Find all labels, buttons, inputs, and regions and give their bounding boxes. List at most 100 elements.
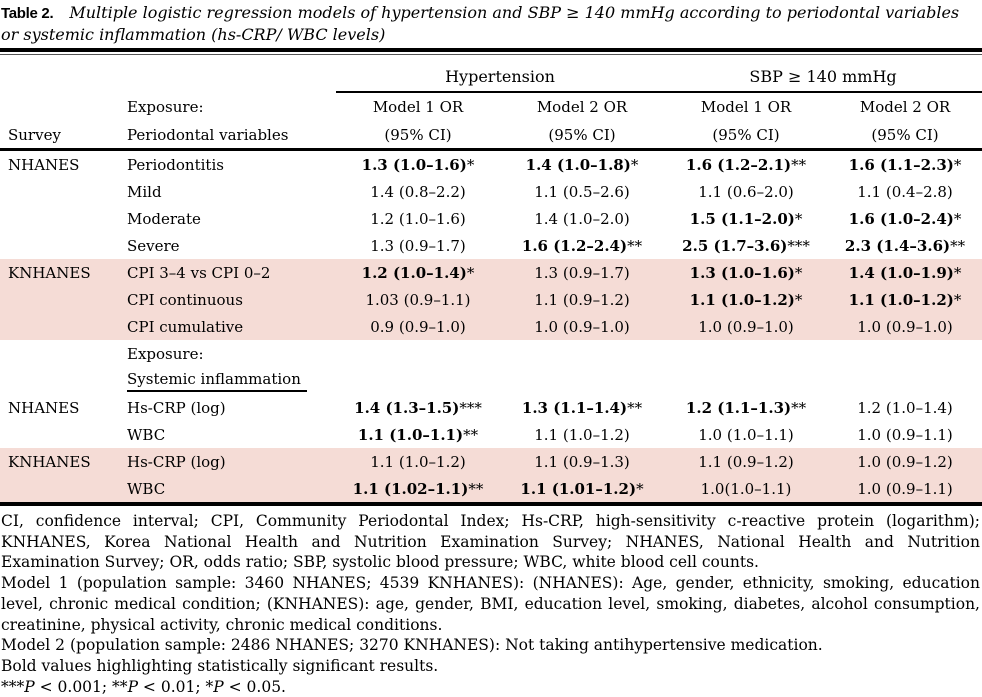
- or-ci-value: 1.3 (0.9–1.7): [370, 236, 466, 255]
- value-cell: 1.1 (0.6–2.0): [664, 178, 828, 205]
- survey-cell: [0, 421, 120, 448]
- significance-stars: **: [627, 398, 643, 417]
- value-cell: 1.0 (0.9–1.0): [500, 313, 665, 340]
- or-ci-value: 1.1 (0.9–1.2): [534, 290, 630, 309]
- value-cell: 1.0 (0.9–1.0): [664, 313, 829, 340]
- value-cell: 1.1 (1.0–1.2)*: [828, 286, 982, 313]
- or-ci-value: 1.0 (0.9–1.0): [698, 317, 794, 336]
- value-cell: 2.3 (1.4–3.6)**: [828, 232, 982, 259]
- value-cell: [664, 340, 828, 367]
- footnote-significance: ***P < 0.001; **P < 0.01; *P < 0.05.: [0, 677, 982, 697]
- results-table: Hypertension SBP ≥ 140 mmHg Exposure: Mo…: [0, 55, 982, 502]
- periodontal-variables-header: Periodontal variables: [120, 121, 336, 151]
- table-caption: Table 2. Multiple logistic regression mod…: [0, 0, 982, 48]
- or-ci-value: 1.1 (1.01–1.2): [520, 479, 637, 498]
- table-title-text: Multiple logistic regression models of h…: [1, 3, 960, 44]
- or-ci-value: 1.0 (0.9–1.1): [857, 479, 953, 498]
- variable-cell: Hs-CRP (log): [120, 448, 336, 475]
- or-ci-value: 1.0 (1.0–1.1): [698, 425, 794, 444]
- bottom-rule: [0, 502, 982, 506]
- or-ci-value: 1.6 (1.0–2.4): [848, 209, 954, 228]
- or-ci-value: 1.1 (1.0–1.2): [370, 452, 466, 471]
- section-label-cell: Exposure:: [127, 344, 204, 363]
- or-ci-value: 1.1 (0.9–1.2): [698, 452, 794, 471]
- table-row: CPI cumulative 0.9 (0.9–1.0) 1.0 (0.9–1.0)…: [0, 313, 982, 340]
- significance-stars: ***: [787, 236, 810, 255]
- significance-stars: *: [794, 209, 803, 228]
- model1-or-header-hypertension: Model 1 OR: [372, 98, 464, 116]
- significance-stars: **: [791, 398, 807, 417]
- or-ci-value: 2.5 (1.7–3.6): [682, 236, 788, 255]
- significance-stars: *: [953, 263, 962, 282]
- or-ci-value: 1.0 (0.9–1.2): [857, 452, 953, 471]
- or-ci-value: 1.1 (1.02–1.1): [352, 479, 469, 498]
- survey-cell: NHANES: [8, 398, 80, 417]
- variable-cell: Moderate: [127, 209, 201, 228]
- variable-cell: Systemic inflammation: [120, 367, 336, 394]
- or-ci-value: 1.3 (1.1–1.4): [521, 398, 628, 417]
- value-cell: [336, 367, 500, 394]
- or-ci-value: 1.3 (1.0–1.6): [689, 263, 795, 282]
- table-row: WBC 1.1 (1.02–1.1)** 1.1 (1.01–1.2)* 1.0(1.…: [0, 475, 982, 502]
- variable-cell: CPI continuous: [120, 286, 336, 313]
- survey-cell: KNHANES: [0, 448, 120, 475]
- value-cell: 1.2 (1.1–1.3)**: [664, 394, 828, 421]
- significance-stars: *: [794, 290, 803, 309]
- value-cell: 1.1 (0.9–1.2): [664, 448, 829, 475]
- variable-cell: Periodontitis: [127, 155, 224, 174]
- or-ci-value: 1.2 (1.0–1.4): [857, 398, 953, 417]
- or-ci-value: 1.1 (1.0–1.1): [357, 425, 464, 444]
- survey-cell: [0, 475, 120, 502]
- spacer-cell: [120, 55, 336, 92]
- value-cell: 1.0 (0.9–1.1): [828, 475, 982, 502]
- value-cell: 1.1 (1.0–1.2)*: [664, 286, 829, 313]
- significance-text: < 0.05.: [223, 677, 286, 696]
- or-ci-value: 1.4 (1.0–1.8): [525, 155, 631, 174]
- value-cell: 1.6 (1.2–2.1)**: [664, 150, 828, 179]
- value-cell: 1.1 (1.0–1.2): [336, 448, 500, 475]
- ci-header: (95% CI): [336, 121, 500, 151]
- top-rule-thick: [0, 48, 982, 52]
- or-ci-value: 2.3 (1.4–3.6): [844, 236, 951, 255]
- or-ci-value: 1.5 (1.1–2.0): [689, 209, 795, 228]
- footnote-bold-note: Bold values highlighting statistically s…: [1, 656, 439, 675]
- top-rule-thin: [0, 54, 982, 55]
- survey-cell: [0, 367, 120, 394]
- variable-cell: CPI cumulative: [120, 313, 336, 340]
- model1-or-header-sbp: Model 1 OR: [700, 98, 792, 116]
- or-ci-value: 1.0(1.0–1.1): [700, 479, 792, 498]
- value-cell: 1.2 (1.0–1.6): [336, 205, 500, 232]
- or-ci-value: 1.2 (1.0–1.6): [370, 209, 466, 228]
- or-ci-value: 1.0 (0.9–1.0): [857, 317, 953, 336]
- variable-cell: WBC: [127, 425, 166, 444]
- or-ci-value: 1.4 (1.3–1.5): [354, 398, 460, 417]
- significance-stars: *: [953, 290, 962, 309]
- significance-stars: *: [630, 155, 639, 174]
- group-header-hypertension: Hypertension: [336, 55, 665, 93]
- value-cell: 1.4 (1.3–1.5)***: [336, 394, 500, 421]
- significance-stars: *: [794, 263, 803, 282]
- significance-text: ***: [1, 677, 25, 696]
- ci-header: (95% CI): [828, 121, 982, 151]
- spacer-cell: [0, 55, 120, 92]
- value-cell: [664, 367, 828, 394]
- table-number-label: Table 2.: [1, 5, 54, 22]
- table-row: NHANES Periodontitis 1.3 (1.0–1.6)* 1.4 (1.…: [0, 150, 982, 179]
- or-ci-value: 1.1 (1.0–1.2): [534, 425, 630, 444]
- value-cell: 1.2 (1.0–1.4): [828, 394, 982, 421]
- significance-stars: **: [468, 479, 484, 498]
- exposure-header-label: Exposure:: [127, 97, 204, 116]
- spacer-cell: [0, 92, 120, 121]
- significance-text: < 0.001; **: [34, 677, 128, 696]
- group-header-sbp140: SBP ≥ 140 mmHg: [664, 55, 982, 93]
- p-symbol: P: [127, 677, 138, 696]
- table-row: Mild 1.4 (0.8–2.2) 1.1 (0.5–2.6) 1.1 (0.6–2…: [0, 178, 982, 205]
- value-cell: [828, 367, 982, 394]
- value-cell: 1.03 (0.9–1.1): [336, 286, 500, 313]
- significance-stars: *: [636, 479, 644, 498]
- group-header-row: Hypertension SBP ≥ 140 mmHg: [0, 55, 982, 93]
- value-cell: 1.0 (1.0–1.1): [664, 421, 828, 448]
- value-cell: 1.3 (0.9–1.7): [336, 232, 500, 259]
- or-ci-value: 1.2 (1.1–1.3): [685, 398, 792, 417]
- value-cell: 1.1 (1.01–1.2)*: [500, 475, 665, 502]
